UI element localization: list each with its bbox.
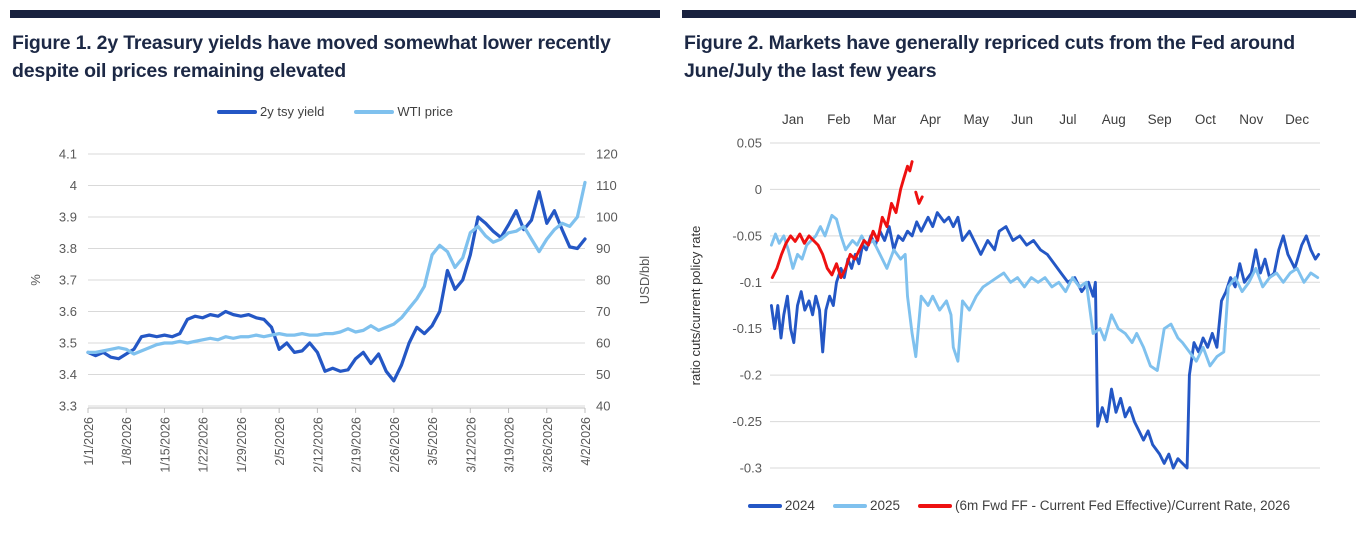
figure-1-title: Figure 1. 2y Treasury yields have moved … xyxy=(12,32,611,82)
fig2-month-label: Jun xyxy=(1011,112,1033,127)
figure-2-legend: 2024 2025 (6m Fwd FF - Current Fed Effecti… xyxy=(682,498,1356,513)
fig2-y-tick-label: -0.2 xyxy=(740,368,762,383)
fig2-y-tick-label: 0 xyxy=(755,182,762,197)
series-line-2y-tsy-yield xyxy=(86,190,587,383)
fig2-month-label: Dec xyxy=(1285,112,1309,127)
fig2-month-label: Feb xyxy=(827,112,850,127)
fig1-svg: 4.1 4 3.9 3.8 3.7 3.6 3.5 3.4 3.3 120 110 100 90 80 70… xyxy=(28,147,652,473)
fig1-left-tick-label: 3.3 xyxy=(59,399,77,414)
fig1-right-axis-title: USD/bbl xyxy=(637,256,652,305)
series-line-wti-price xyxy=(86,180,587,356)
fig2-y-tick-label: -0.1 xyxy=(740,275,762,290)
fig1-right-tick-label: 120 xyxy=(596,147,618,162)
fig2-legend-label-0: 2024 xyxy=(784,498,815,513)
figure-1: Figure 1. 2y Treasury yields have moved … xyxy=(10,0,660,534)
fig2-y-axis-title: ratio cuts/current policy rate xyxy=(688,226,703,386)
fig2-legend-item-0: 2024 xyxy=(747,498,815,513)
fig1-right-tick-label: 70 xyxy=(596,304,610,319)
fig1-x-tick-label: 1/29/2026 xyxy=(235,417,249,473)
fig2-legend-swatch-2 xyxy=(917,503,952,508)
fig1-x-tick-label: 1/8/2026 xyxy=(120,417,134,466)
figure-1-top-rule xyxy=(10,10,660,18)
fig1-x-tick-label: 3/26/2026 xyxy=(541,417,555,473)
fig1-right-tick-label: 110 xyxy=(596,178,617,193)
fig1-left-tick-label: 4.1 xyxy=(59,147,77,162)
series-line-2025 xyxy=(769,213,1320,372)
fig1-legend-swatch-1 xyxy=(354,109,395,114)
fig1-left-tick-label: 3.6 xyxy=(59,304,77,319)
fig1-legend-item-1: WTI price xyxy=(354,104,453,119)
fig1-x-tick-label: 1/22/2026 xyxy=(197,417,211,473)
fig1-right-tick-label: 40 xyxy=(596,399,610,414)
fig1-left-tick-label: 3.5 xyxy=(59,336,77,351)
fig2-month-label: Jul xyxy=(1059,112,1076,127)
fig1-left-tick-label: 3.7 xyxy=(59,273,77,288)
figure-2-chart: Jan Feb Mar Apr May Jun Jul Aug Sep Oct Nov Dec 0.05… xyxy=(682,100,1356,485)
fig1-x-tick-label: 1/1/2026 xyxy=(82,417,96,466)
fig1-x-tick-label: 2/12/2026 xyxy=(311,417,325,473)
fig1-left-tick-label: 3.9 xyxy=(59,210,77,225)
fig1-x-tick-label: 3/5/2026 xyxy=(426,417,440,466)
fig1-x-tick-label: 3/12/2026 xyxy=(464,417,478,473)
figure-2-top-rule xyxy=(682,10,1356,18)
figure-2-title: Figure 2. Markets have generally reprice… xyxy=(684,32,1295,82)
series-line--6m-fwd-ff-current-fed-effective-current-rate-2026 xyxy=(914,190,924,205)
fig2-y-tick-label: -0.15 xyxy=(732,321,762,336)
fig1-x-tick-label: 2/26/2026 xyxy=(388,417,402,473)
fig2-y-tick-label: -0.3 xyxy=(740,461,762,476)
fig1-right-tick-label: 100 xyxy=(596,210,618,225)
fig2-month-label: Jan xyxy=(782,112,804,127)
figure-1-chart: 4.1 4 3.9 3.8 3.7 3.6 3.5 3.4 3.3 120 110 100 90 80 70… xyxy=(10,140,660,492)
figure-1-legend: 2y tsy yield WTI price xyxy=(10,104,660,119)
fig1-x-tick-label: 1/15/2026 xyxy=(158,417,172,473)
fig1-left-tick-label: 3.8 xyxy=(59,241,77,256)
fig1-left-tick-label: 3.4 xyxy=(59,367,77,382)
fig2-legend-label-1: 2025 xyxy=(869,498,900,513)
fig2-legend-swatch-1 xyxy=(832,503,867,508)
fig2-month-label: Aug xyxy=(1102,112,1126,127)
figure-2: Figure 2. Markets have generally reprice… xyxy=(682,0,1356,534)
fig1-right-tick-label: 50 xyxy=(596,367,610,382)
fig2-y-tick-label: -0.05 xyxy=(732,228,762,243)
fig2-month-label: Oct xyxy=(1195,112,1216,127)
fig1-right-tick-label: 60 xyxy=(596,336,610,351)
fig1-left-tick-label: 4 xyxy=(70,178,77,193)
fig1-legend-swatch-0 xyxy=(217,109,258,114)
fig1-x-tick-label: 2/5/2026 xyxy=(273,417,287,466)
fig2-month-label: Sep xyxy=(1148,112,1172,127)
fig1-right-tick-label: 90 xyxy=(596,241,610,256)
fig2-y-tick-label: -0.25 xyxy=(732,414,762,429)
fig1-legend-label-1: WTI price xyxy=(397,104,453,119)
fig2-svg: Jan Feb Mar Apr May Jun Jul Aug Sep Oct Nov Dec 0.05… xyxy=(688,112,1321,476)
fig2-month-label: Nov xyxy=(1239,112,1263,127)
fig2-legend-label-2: (6m Fwd FF - Current Fed Effective)/Curr… xyxy=(954,498,1291,513)
series-line--6m-fwd-ff-current-fed-effective-current-rate-2026 xyxy=(770,160,914,280)
fig2-legend-item-1: 2025 xyxy=(832,498,900,513)
fig1-x-tick-label: 3/19/2026 xyxy=(503,417,517,473)
series-line-2024 xyxy=(769,211,1321,470)
fig1-legend-item-0: 2y tsy yield xyxy=(217,104,324,119)
fig1-legend-label-0: 2y tsy yield xyxy=(260,104,325,119)
fig2-y-tick-label: 0.05 xyxy=(737,136,762,151)
fig2-legend-swatch-0 xyxy=(747,503,782,508)
fig1-right-tick-label: 80 xyxy=(596,273,610,288)
fig2-month-label: Apr xyxy=(920,112,942,127)
fig1-x-tick-label: 2/19/2026 xyxy=(350,417,364,473)
fig1-x-tick-label: 4/2/2026 xyxy=(579,417,593,466)
fig2-legend-item-2: (6m Fwd FF - Current Fed Effective)/Curr… xyxy=(917,498,1291,513)
fig2-month-label: Mar xyxy=(873,112,897,127)
fig2-month-label: May xyxy=(963,112,989,127)
fig1-left-axis-title: % xyxy=(28,274,43,286)
